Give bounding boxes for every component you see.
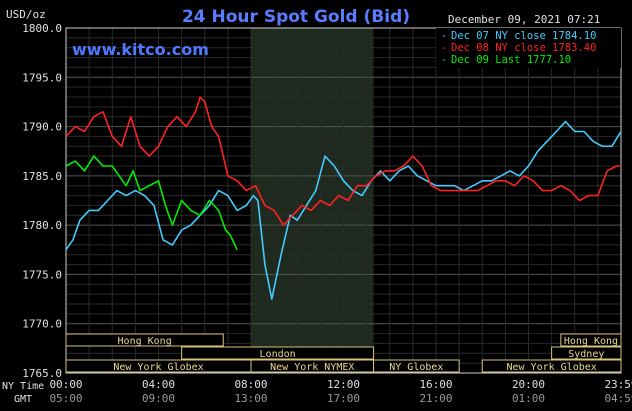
- ny-time-axis-label: NY Time: [2, 381, 44, 392]
- legend: - Dec 07 NY close 1784.10- Dec 08 NY close…: [436, 28, 621, 68]
- series-line: [65, 96, 621, 226]
- x-tick-label-ny: 08:00: [234, 378, 267, 391]
- session-label: London: [260, 349, 296, 360]
- y-tick-label: 1770.0: [22, 318, 62, 331]
- session-label: Hong Kong: [564, 336, 618, 347]
- y-tick-labels: 1765.0 1770.0 1775.0 1780.0 1785.0 1790.0 1795…: [22, 22, 62, 380]
- y-tick-label: 1780.0: [22, 219, 62, 232]
- y-tick-label: 1800.0: [22, 22, 62, 35]
- series-line: [65, 155, 238, 251]
- x-tick-label-gmt: 09:00: [142, 392, 175, 405]
- x-tick-label-ny: 00:00: [49, 378, 82, 391]
- x-tick-label-gmt: 21:00: [419, 392, 452, 405]
- session-label: Hong Kong: [118, 336, 172, 347]
- session-box: [560, 333, 622, 347]
- session-label: New York NYMEX: [270, 362, 354, 373]
- market-sessions: Hong Kong Hong Kong London Sydney New York G…: [65, 333, 622, 373]
- legend-dash: -: [441, 54, 447, 66]
- x-tick-label-gmt: 05:00: [49, 392, 82, 405]
- gmt-axis-label: GMT: [14, 394, 32, 405]
- session-box: [65, 333, 224, 347]
- y-axis-unit-label: USD/oz: [6, 8, 46, 21]
- session-label: New York Globex: [113, 362, 203, 373]
- y-tick-label: 1795.0: [22, 71, 62, 84]
- date-stamp: December 09, 2021 07:21: [448, 13, 600, 26]
- x-tick-labels: 00:00 04:00 08:00 12:00 16:00 20:00 23:59 05:00…: [49, 378, 632, 405]
- x-tick-label-gmt: 01:00: [512, 392, 545, 405]
- x-tick-label-ny: 16:00: [419, 378, 452, 391]
- kitco-watermark: www.kitco.com: [72, 40, 209, 59]
- session-box: [181, 346, 375, 360]
- chart-title: 24 Hour Spot Gold (Bid): [182, 7, 410, 27]
- x-tick-label-ny: 20:00: [512, 378, 545, 391]
- x-tick-label-ny: 23:59: [604, 378, 632, 391]
- legend-entry: Dec 09 Last 1777.10: [451, 54, 571, 66]
- y-tick-label: 1775.0: [22, 268, 62, 281]
- x-tick-label-ny: 04:00: [142, 378, 175, 391]
- session-box: [551, 346, 622, 360]
- session-label: NY Globex: [389, 362, 443, 373]
- session-box: [481, 359, 622, 373]
- session-label: Sydney: [568, 349, 604, 360]
- series-line: [65, 120, 622, 300]
- x-tick-label-ny: 12:00: [327, 378, 360, 391]
- y-tick-label: 1765.0: [22, 367, 62, 380]
- x-tick-label-gmt: 17:00: [327, 392, 360, 405]
- plot-border: [65, 27, 622, 374]
- y-tick-label: 1790.0: [22, 121, 62, 134]
- session-label: New York Globex: [506, 362, 596, 373]
- series-lines: [65, 96, 622, 300]
- legend-dash: -: [441, 42, 447, 54]
- legend-entry: Dec 08 NY close 1783.40: [451, 42, 596, 54]
- legend-dash: -: [441, 30, 447, 42]
- legend-background: [436, 28, 621, 68]
- session-box: [373, 359, 460, 373]
- y-tick-label: 1785.0: [22, 170, 62, 183]
- x-tick-label-gmt: 13:00: [234, 392, 267, 405]
- legend-entry: Dec 07 NY close 1784.10: [451, 30, 596, 42]
- nymex-session-shade: [251, 28, 374, 373]
- x-tick-label-gmt: 04:59: [604, 392, 632, 405]
